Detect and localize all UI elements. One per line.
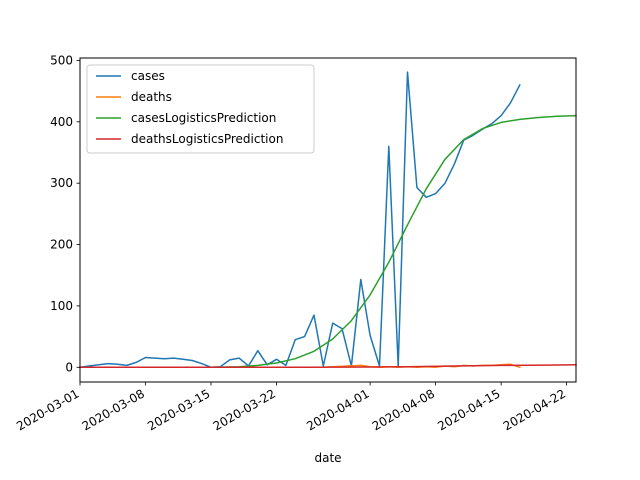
series-line-deaths-logistics-prediction bbox=[79, 364, 577, 369]
x-tick-label: 2020-04-22 bbox=[501, 386, 568, 433]
x-axis: 2020-03-012020-03-082020-03-152020-03-22… bbox=[14, 382, 568, 433]
y-tick-label: 0 bbox=[65, 360, 73, 374]
series-layer bbox=[79, 71, 577, 369]
x-tick-label: 2020-04-08 bbox=[370, 386, 437, 433]
legend-label: deathsLogisticsPrediction bbox=[131, 132, 283, 146]
x-tick-label: 2020-04-01 bbox=[304, 386, 371, 433]
x-tick-label: 2020-03-01 bbox=[14, 386, 81, 433]
x-tick-label: 2020-03-22 bbox=[211, 386, 278, 433]
legend-box bbox=[86, 64, 315, 154]
y-tick-label: 200 bbox=[50, 238, 73, 252]
y-tick-label: 100 bbox=[50, 299, 73, 313]
x-axis-title: date bbox=[314, 451, 341, 465]
x-tick-label: 2020-03-15 bbox=[145, 386, 212, 433]
legend-label: cases bbox=[131, 69, 165, 83]
y-axis: 0 100 200 300 400 500 bbox=[50, 53, 80, 374]
legend-label: casesLogisticsPrediction bbox=[131, 111, 276, 125]
series-line-cases bbox=[79, 71, 521, 369]
x-tick-label: 2020-03-08 bbox=[80, 386, 147, 433]
legend-label: deaths bbox=[131, 90, 172, 104]
y-tick-label: 400 bbox=[50, 115, 73, 129]
plot-frame bbox=[79, 57, 577, 383]
y-tick-label: 300 bbox=[50, 176, 73, 190]
legend: cases deaths casesLogisticsPrediction death… bbox=[86, 64, 315, 154]
y-tick-label: 500 bbox=[50, 53, 73, 67]
x-tick-label: 2020-04-15 bbox=[435, 386, 502, 433]
